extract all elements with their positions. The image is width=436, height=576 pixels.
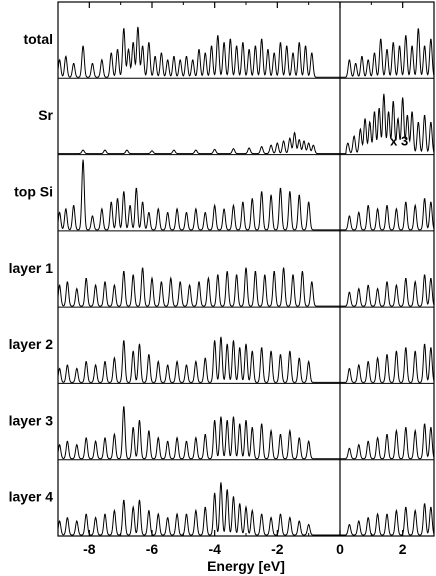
series-label: layer 1: [9, 260, 54, 276]
panel-layer-2: layer 2: [9, 306, 435, 383]
x-tick-label: 2: [399, 541, 407, 557]
panel-sr: Sr x 3: [38, 77, 435, 155]
panel-total: total: [23, 26, 435, 78]
panel-layer-1: layer 1: [9, 230, 435, 307]
dos-curve-total: [57, 26, 435, 78]
panel-layer-3: layer 3: [9, 382, 435, 460]
x-tick-label: -6: [146, 541, 159, 557]
x-tick-label: 0: [336, 541, 344, 557]
x-tick-label: -2: [271, 541, 284, 557]
panels: total Sr x 3 top Si layer 1 layer 2 layer 3 lay…: [9, 26, 435, 536]
panel-layer-4: layer 4: [9, 459, 435, 536]
scale-annotation: x 3: [390, 133, 408, 148]
x-tick-label: -4: [208, 541, 221, 557]
dos-curve-sr: [58, 93, 435, 155]
series-label: layer 4: [9, 489, 54, 505]
x-axis-ticks: -8 -6 -4 -2 0 2: [57, 2, 435, 557]
panel-top-si: top Si: [14, 154, 435, 231]
dos-curve-layer-3: [57, 406, 435, 460]
series-label: layer 3: [9, 412, 54, 428]
dos-curve-layer-4: [57, 482, 435, 536]
series-label: total: [23, 31, 53, 47]
series-label: top Si: [14, 184, 53, 200]
series-label: Sr: [38, 107, 53, 123]
x-axis-title: Energy [eV]: [207, 558, 285, 574]
dos-curve-layer-1: [57, 267, 435, 307]
x-tick-label: -8: [83, 541, 96, 557]
dos-curve-top-si: [57, 159, 435, 231]
series-label: layer 2: [9, 336, 54, 352]
dos-curve-layer-2: [57, 336, 435, 383]
